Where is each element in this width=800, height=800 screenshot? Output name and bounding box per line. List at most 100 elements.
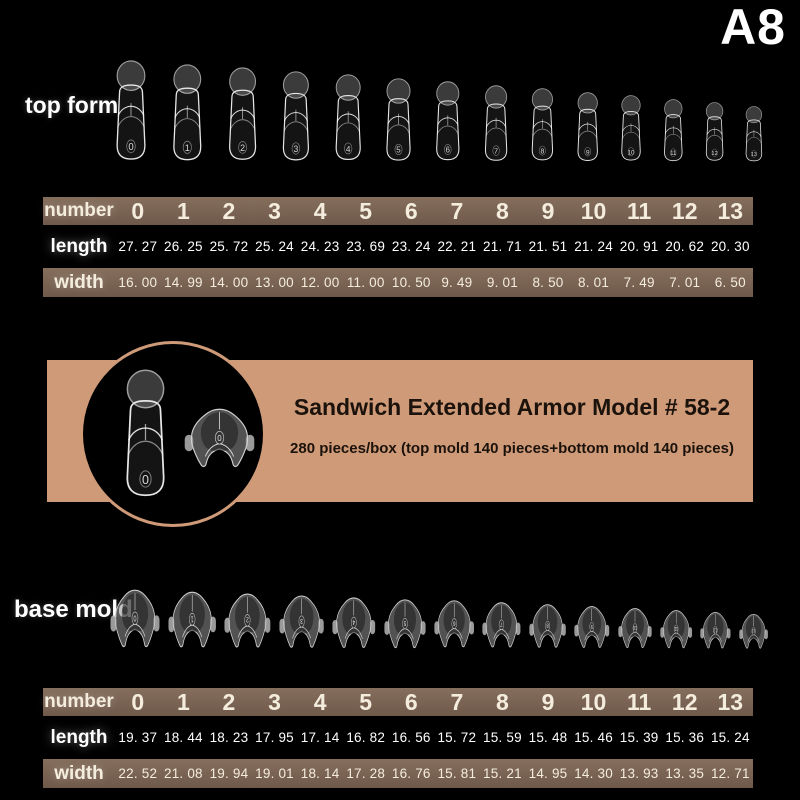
- tip-body: [705, 116, 724, 161]
- tip-body: [436, 100, 460, 161]
- top-form-tip: 4: [335, 74, 361, 161]
- tip-head: [173, 63, 202, 94]
- tip-head: [335, 74, 361, 101]
- size-cell: 16. 76: [391, 766, 431, 781]
- size-cell: 19. 37: [118, 730, 158, 745]
- bottom-table-length-row: length 19. 37 18. 44 18. 23 17. 95 17. 14 16. …: [43, 722, 753, 753]
- size-cell: 15. 81: [437, 766, 477, 781]
- base-mold-piece: 13: [739, 613, 768, 649]
- size-cell: 10. 50: [391, 275, 431, 290]
- size-cell: 13: [717, 197, 744, 224]
- mold-number-text: 6: [453, 619, 455, 626]
- size-cell: 15. 46: [574, 730, 613, 745]
- tip-head: [126, 369, 165, 409]
- size-cell: 0: [131, 688, 145, 715]
- tip-number-text: 11: [670, 151, 677, 157]
- tip-body: [531, 105, 554, 161]
- top-form-tip: 11: [664, 98, 683, 161]
- tip-number-text: 3: [293, 143, 298, 153]
- size-cell: 4: [313, 197, 327, 224]
- size-cell: 6. 50: [714, 275, 746, 290]
- size-cell: 23. 69: [346, 239, 386, 254]
- mold-number-text: 2: [246, 615, 249, 623]
- size-cell: 15. 24: [710, 730, 750, 745]
- tip-number-text: 13: [751, 151, 757, 157]
- tip-head: [282, 70, 309, 99]
- size-cell: 7: [450, 688, 464, 715]
- size-cell: 12: [671, 688, 698, 715]
- mold-number-text: 9: [591, 623, 593, 630]
- top-form-tip: 13: [745, 105, 763, 161]
- top-form-tip: 0: [126, 369, 165, 497]
- size-cell: 17. 14: [300, 730, 340, 745]
- top-form-tip: 1: [173, 63, 202, 160]
- top-form-tip: 9: [577, 91, 598, 161]
- tip-number-text: 0: [128, 142, 133, 153]
- row-label: width: [54, 271, 104, 293]
- base-mold-piece: 0: [110, 589, 160, 648]
- size-cell: 10: [580, 197, 607, 224]
- tip-head: [228, 67, 256, 96]
- size-cell: 1: [176, 197, 190, 224]
- tip-head: [386, 77, 411, 104]
- top-form-tip: 8: [531, 88, 554, 161]
- tip-head: [705, 102, 724, 121]
- size-cell: 3: [268, 197, 281, 224]
- size-cell: 9: [541, 688, 555, 715]
- top-form-tip: 12: [705, 102, 724, 161]
- tip-head: [116, 60, 146, 91]
- tip-head: [745, 105, 763, 123]
- size-cell: 2: [222, 197, 236, 224]
- size-cell: 0: [131, 197, 145, 224]
- mold-number-text: 1: [190, 614, 193, 622]
- size-cell: 18. 14: [300, 766, 340, 781]
- size-cell: 11: [626, 688, 652, 715]
- size-cell: 26. 25: [164, 239, 203, 254]
- size-cell: 21. 71: [483, 239, 522, 254]
- tip-body: [577, 108, 598, 161]
- bottom-table-number-row: number 0 1 2 3 4 5 6 7 8 9 10 11 12 13: [43, 688, 753, 716]
- tip-number-text: 0: [142, 473, 149, 487]
- size-cell: 14. 95: [528, 766, 568, 781]
- tip-head: [484, 84, 507, 109]
- size-cell: 15. 59: [483, 730, 522, 745]
- size-cell: 21. 51: [528, 239, 568, 254]
- mold-number-text: 13: [751, 628, 755, 634]
- tip-body: [282, 92, 309, 160]
- size-cell: 12. 71: [710, 766, 750, 781]
- row-label: number: [44, 691, 114, 712]
- size-cell: 18. 23: [209, 730, 249, 745]
- base-mold-piece: 5: [384, 598, 426, 648]
- tip-head: [531, 88, 553, 111]
- tip-body: [116, 84, 146, 160]
- tip-number-text: 7: [494, 146, 498, 155]
- size-cell: 8. 01: [578, 275, 610, 290]
- size-cell: 15. 36: [665, 730, 705, 745]
- base-mold-piece: 0: [184, 408, 255, 468]
- size-cell: 3: [268, 688, 281, 715]
- size-cell: 15. 39: [619, 730, 659, 745]
- size-cell: 16. 00: [118, 275, 158, 290]
- top-form-tip: 2: [228, 67, 256, 160]
- size-cell: 7. 01: [669, 275, 701, 290]
- size-cell: 5: [359, 197, 373, 224]
- tip-body: [484, 102, 507, 161]
- size-cell: 13. 00: [255, 275, 294, 290]
- tip-body: [173, 86, 202, 160]
- size-cell: 12. 00: [300, 275, 340, 290]
- top-form-label: top form: [25, 92, 119, 118]
- tip-head: [436, 81, 460, 106]
- tip-number-text: 6: [446, 146, 450, 155]
- base-mold-piece: 4: [332, 597, 376, 648]
- size-cell: 16. 82: [346, 730, 386, 745]
- tip-number-text: 2: [240, 143, 245, 153]
- size-cell: 8: [496, 197, 509, 224]
- size-cell: 7. 49: [623, 275, 655, 290]
- size-cell: 18. 44: [164, 730, 203, 745]
- top-form-tip: 6: [436, 81, 460, 161]
- size-cell: 8: [496, 688, 509, 715]
- tip-body: [335, 94, 361, 161]
- size-cell: 10: [580, 688, 607, 715]
- size-cell: 11. 00: [346, 275, 385, 290]
- tip-number-text: 8: [540, 148, 544, 155]
